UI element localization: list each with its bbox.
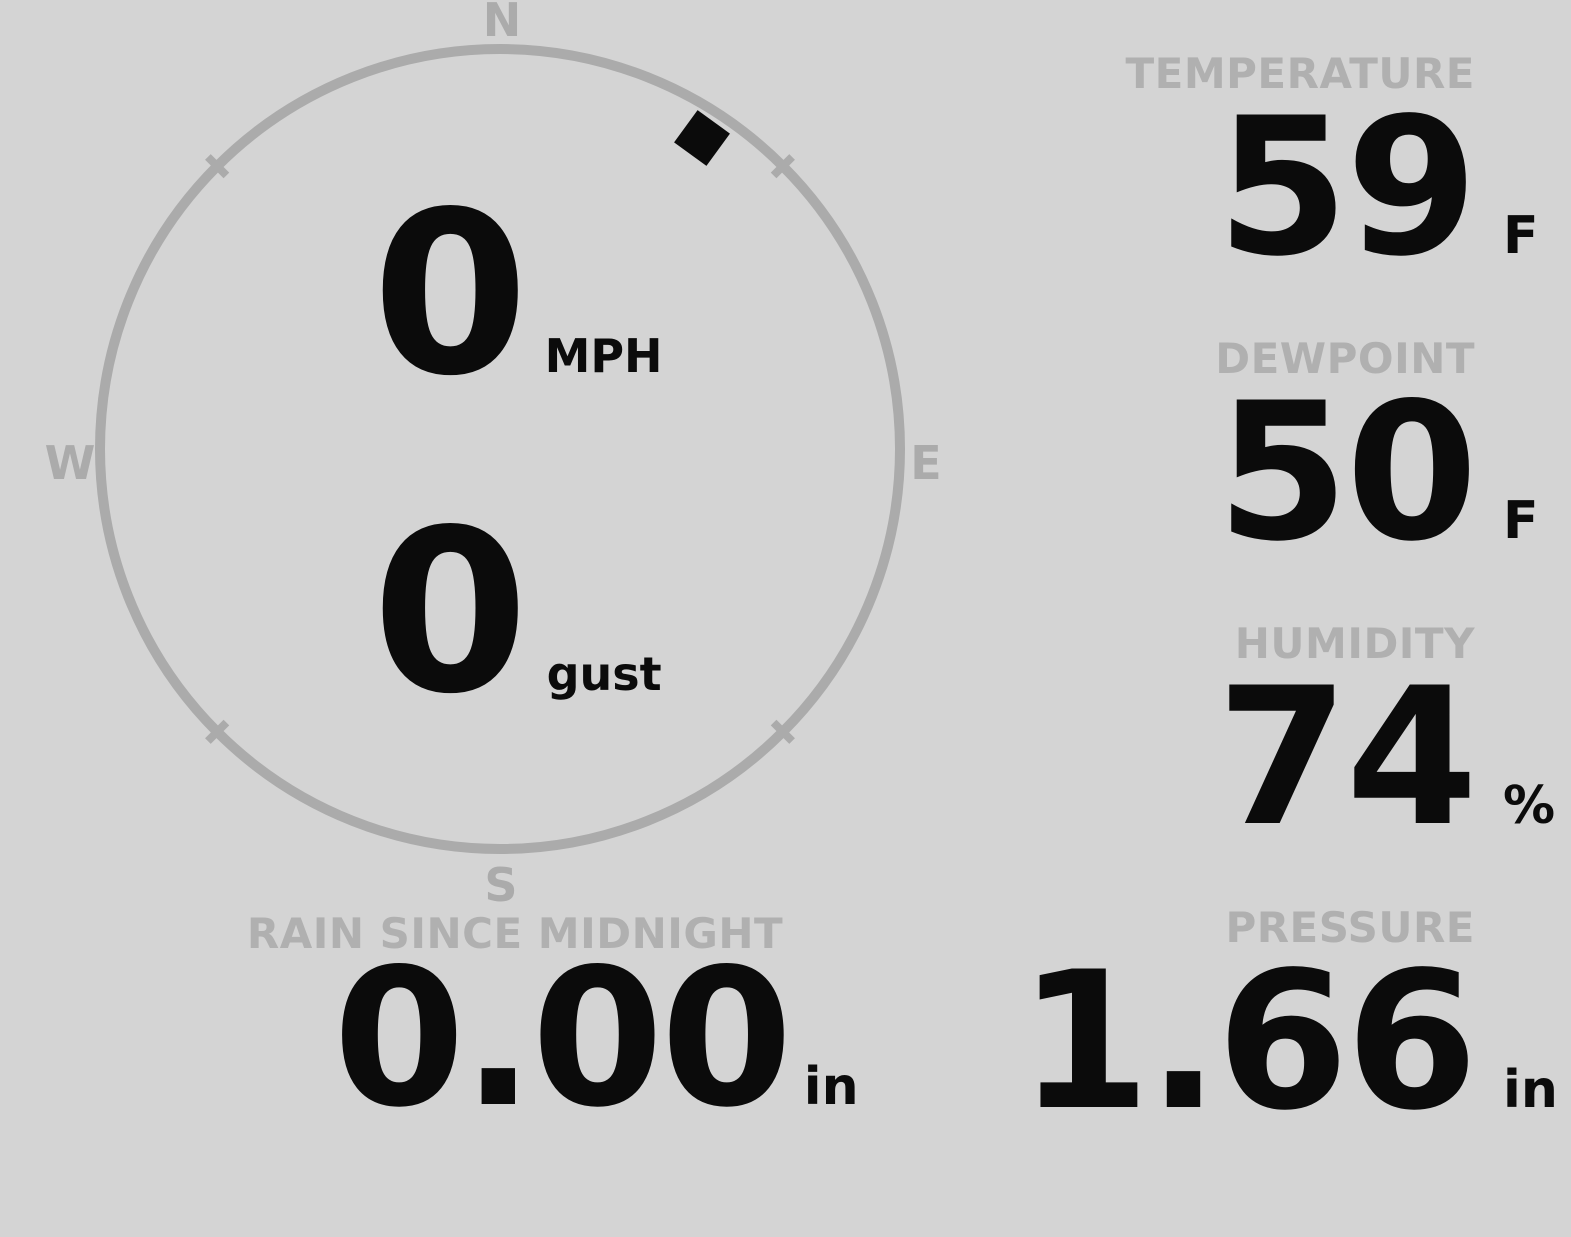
compass-label-west: W — [44, 436, 96, 490]
metric-dewpoint: DEWPOINT 50 F — [1215, 338, 1563, 568]
compass-tick-sw — [205, 719, 230, 744]
pressure-unit: in — [1503, 1060, 1558, 1120]
wind-gust-unit: gust — [546, 647, 662, 701]
wind-speed-value: 0 — [372, 164, 529, 426]
compass-label-north: N — [482, 0, 522, 47]
wind-speed-unit: MPH — [544, 329, 663, 383]
wind-gust: 0 gust — [372, 501, 662, 726]
dewpoint-value: 50 — [1216, 362, 1478, 583]
dewpoint-label: DEWPOINT — [1215, 334, 1475, 383]
compass-ring — [95, 44, 905, 854]
rain-label: RAIN SINCE MIDNIGHT — [246, 909, 784, 958]
compass-label-east: E — [910, 436, 942, 490]
compass-circle — [95, 44, 905, 854]
compass-tick-se — [770, 719, 795, 744]
temperature-value: 59 — [1216, 77, 1478, 298]
compass-tick-nw — [205, 154, 230, 179]
pressure-value: 1.66 — [1018, 931, 1478, 1152]
compass-tick-ne — [770, 154, 795, 179]
temperature-unit: F — [1503, 206, 1539, 266]
wind-speed: 0 MPH — [372, 183, 663, 408]
dewpoint-unit: F — [1503, 491, 1539, 551]
compass-label-south: S — [484, 858, 518, 912]
wind-gust-value: 0 — [372, 482, 529, 744]
temperature-label: TEMPERATURE — [1125, 49, 1475, 98]
pressure-label: PRESSURE — [1225, 903, 1475, 952]
rain-value: 0.00 — [333, 928, 793, 1149]
metric-pressure: PRESSURE 1.66 in — [1018, 907, 1563, 1137]
humidity-value: 74 — [1216, 647, 1478, 868]
humidity-unit: % — [1503, 776, 1556, 836]
metric-humidity: HUMIDITY 74 % — [1217, 623, 1563, 853]
humidity-label: HUMIDITY — [1234, 619, 1475, 668]
rain-unit: in — [803, 1057, 859, 1117]
metric-temperature: TEMPERATURE 59 F — [1126, 53, 1563, 283]
